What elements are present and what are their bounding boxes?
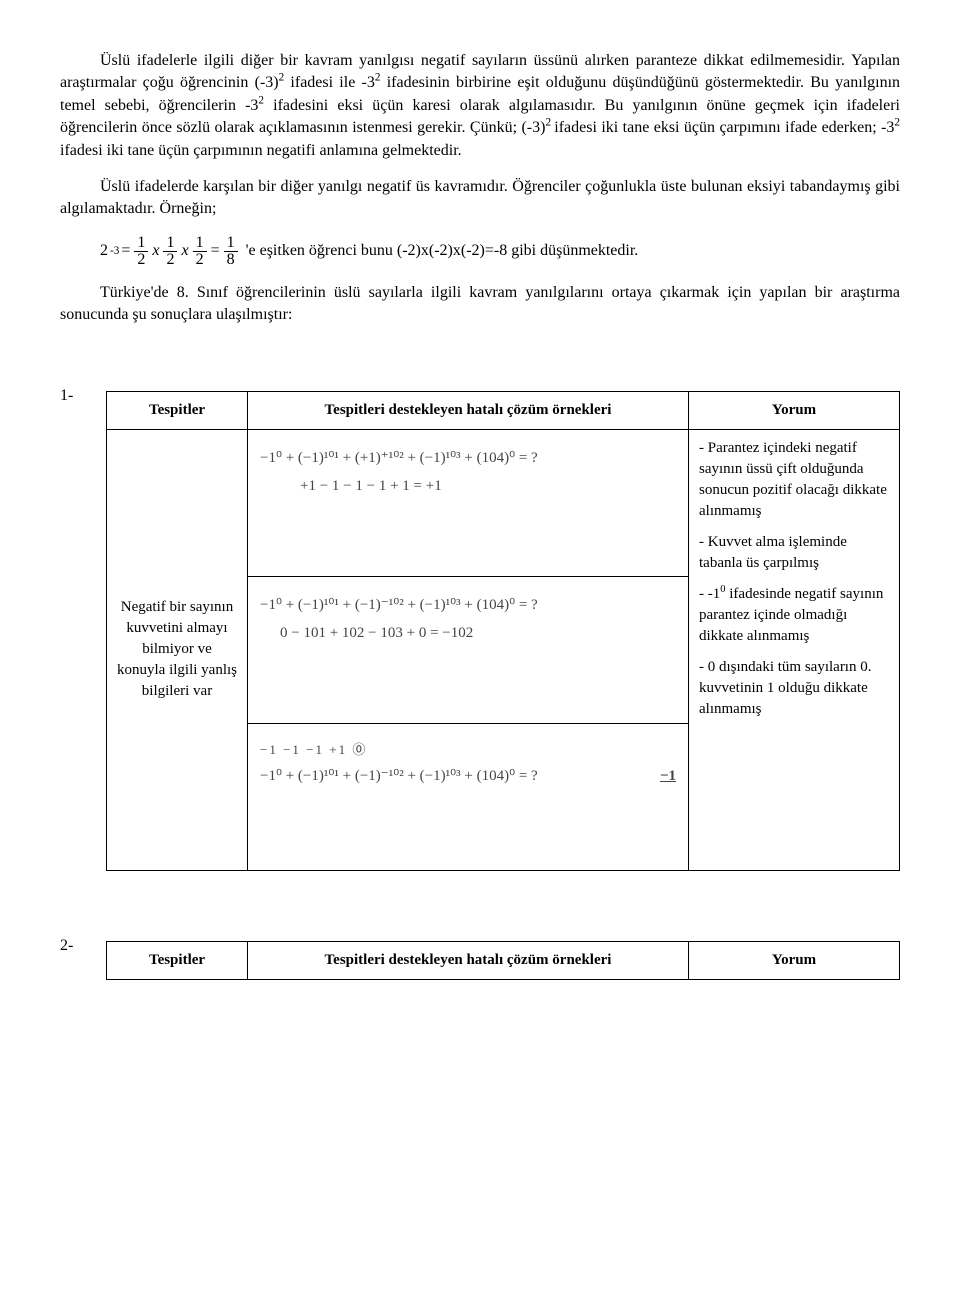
- fraction-2: 12: [163, 235, 177, 268]
- yorum-item-2: - Kuvvet alma işleminde tabanla üs çarpı…: [699, 532, 889, 574]
- table-row: Negatif bir sayının kuvvetini almayı bil…: [107, 429, 900, 576]
- table-header-row: Tespitler Tespitleri destekleyen hatalı …: [107, 941, 900, 979]
- p1-text-b: ifadesi ile -3: [284, 74, 375, 91]
- finding-2: 2- Tespitler Tespitleri destekleyen hata…: [60, 921, 900, 980]
- fraction-3: 12: [193, 235, 207, 268]
- paragraph-3: Türkiye'de 8. Sınıf öğrencilerinin üslü …: [60, 282, 900, 327]
- fraction-4: 18: [224, 235, 238, 268]
- sup-2e: 2: [894, 117, 900, 129]
- yorum-item-1: - Parantez içindeki negatif sayının üssü…: [699, 438, 889, 522]
- header-yorum-2: Yorum: [689, 941, 900, 979]
- table-header-row: Tespitler Tespitleri destekleyen hatalı …: [107, 391, 900, 429]
- yorum-item-4: - 0 dışındaki tüm sayıların 0. kuvvetini…: [699, 657, 889, 720]
- formula-tail: 'e eşitken öğrenci bunu (-2)x(-2)x(-2)=-…: [246, 240, 639, 262]
- finding-1: 1- Tespitler Tespitleri destekleyen hata…: [60, 371, 900, 871]
- finding-2-number: 2-: [60, 921, 90, 957]
- handwritten-example-3: −1 −1 −1 +1 ⓪ −1⁰ + (−1)¹⁰¹ + (−1)⁻¹⁰² +…: [258, 732, 678, 797]
- findings-table-1: Tespitler Tespitleri destekleyen hatalı …: [106, 391, 900, 871]
- header-tespit-2: Tespitler: [107, 941, 248, 979]
- p1-text-f: ifadesi iki tane üçün çarpımının negatif…: [60, 142, 462, 159]
- paragraph-1: Üslü ifadelerle ilgili diğer bir kavram …: [60, 50, 900, 162]
- finding-1-number: 1-: [60, 371, 90, 407]
- formula-base: 2: [100, 240, 108, 262]
- handwritten-example-1: −1⁰ + (−1)¹⁰¹ + (+1)⁺¹⁰² + (−1)¹⁰³ + (10…: [258, 438, 678, 507]
- yorum-cell: - Parantez içindeki negatif sayının üssü…: [689, 429, 900, 870]
- header-tespit: Tespitler: [107, 391, 248, 429]
- p1-text-e: ifadesi iki tane eksi üçün çarpımını ifa…: [554, 119, 894, 136]
- yorum-item-3: - -10 ifadesinde negatif sayının parante…: [699, 584, 889, 647]
- findings-table-2: Tespitler Tespitleri destekleyen hatalı …: [106, 941, 900, 980]
- header-ornek: Tespitleri destekleyen hatalı çözüm örne…: [248, 391, 689, 429]
- sup-2d: 2: [545, 117, 554, 129]
- formula-eq2: =: [211, 240, 220, 262]
- example-cell-2: −1⁰ + (−1)¹⁰¹ + (−1)⁻¹⁰² + (−1)¹⁰³ + (10…: [248, 576, 689, 723]
- formula-eq1: =: [121, 240, 130, 262]
- mult-x1: x: [152, 240, 159, 262]
- paragraph-2: Üslü ifadelerde karşılan bir diğer yanıl…: [60, 176, 900, 221]
- fraction-1: 12: [134, 235, 148, 268]
- formula-block: 2-3= 12 x 12 x 12 = 18 'e eşitken öğrenc…: [100, 235, 900, 268]
- header-ornek-2: Tespitleri destekleyen hatalı çözüm örne…: [248, 941, 689, 979]
- handwritten-example-2: −1⁰ + (−1)¹⁰¹ + (−1)⁻¹⁰² + (−1)¹⁰³ + (10…: [258, 585, 678, 654]
- example-cell-1: −1⁰ + (−1)¹⁰¹ + (+1)⁺¹⁰² + (−1)¹⁰³ + (10…: [248, 429, 689, 576]
- example-cell-3: −1 −1 −1 +1 ⓪ −1⁰ + (−1)¹⁰¹ + (−1)⁻¹⁰² +…: [248, 723, 689, 870]
- header-yorum: Yorum: [689, 391, 900, 429]
- mult-x2: x: [181, 240, 188, 262]
- tespit-cell: Negatif bir sayının kuvvetini almayı bil…: [107, 429, 248, 870]
